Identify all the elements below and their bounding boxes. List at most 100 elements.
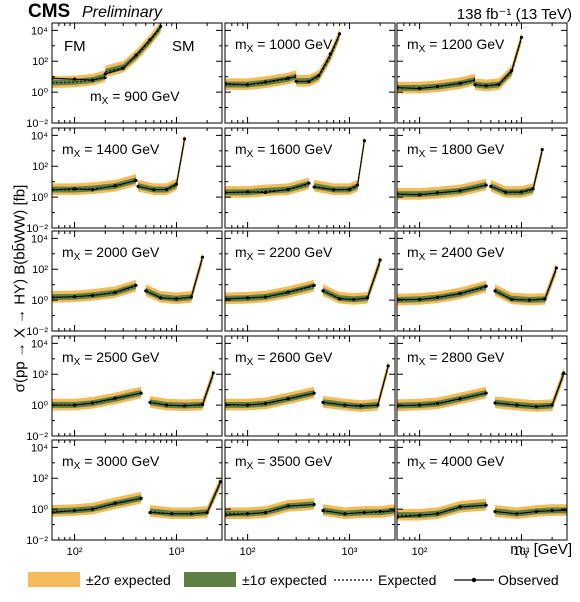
observed-point <box>458 505 462 509</box>
panel-frame <box>51 439 223 541</box>
observed-point <box>307 79 311 83</box>
y-tick-label: 10⁻² <box>26 223 48 235</box>
observed-point <box>263 295 268 299</box>
y-tick-label: 10² <box>32 161 48 173</box>
panel-frame <box>396 22 568 124</box>
band-2sigma-sm <box>495 262 557 306</box>
band-1sigma-sm <box>296 31 340 85</box>
observed-point <box>90 78 95 82</box>
observed-point <box>321 400 325 405</box>
cms-label: CMS <box>28 1 71 22</box>
band-1sigma-fm <box>52 283 136 301</box>
band-1sigma-fm <box>397 76 476 91</box>
y-tick-label: 10⁰ <box>31 295 48 307</box>
observed-point <box>527 298 532 302</box>
y-tick-label: 10⁴ <box>31 338 48 350</box>
observed-point <box>509 68 514 73</box>
band-2sigma-sm <box>490 144 543 198</box>
x-tick-label: 10³ <box>514 546 530 558</box>
observed-point <box>182 404 187 408</box>
observed-point <box>164 403 169 407</box>
x-tick-label: 10² <box>412 546 428 558</box>
observed-point <box>435 191 440 195</box>
observed-point <box>134 178 138 183</box>
y-tick-label: 10⁰ <box>31 504 48 516</box>
observed-point <box>550 509 554 513</box>
observed-point <box>519 35 524 40</box>
observed-point <box>312 391 316 395</box>
legend-one-sigma-swatch <box>184 572 236 587</box>
observed-point <box>152 188 156 192</box>
panel-label: mX = 1000 GeV <box>235 36 333 55</box>
panel-label: mX = 1600 GeV <box>235 141 333 160</box>
observed-point <box>343 403 347 407</box>
observed-point <box>148 400 152 405</box>
observed-point <box>484 284 488 288</box>
preliminary-label: Preliminary <box>82 4 163 21</box>
panel-frame <box>224 22 396 124</box>
observed-point <box>531 187 535 191</box>
x-axis-label: mY [GeV] <box>510 541 572 561</box>
observed-point <box>515 403 519 407</box>
observed-point <box>458 397 462 401</box>
observed-point <box>286 187 290 191</box>
panel-frame <box>51 127 223 229</box>
observed-point <box>113 396 117 400</box>
observed-point <box>263 190 268 195</box>
observed-point <box>286 397 290 401</box>
panel-10: 10⁻² 10⁰ 10² 10⁴ mX = 2500 GeV <box>26 335 223 443</box>
observed-point <box>312 185 316 189</box>
band-2sigma-sm <box>495 367 564 412</box>
observed-point <box>90 507 95 511</box>
band-2sigma-sm <box>145 252 203 305</box>
panel-5: mX = 1600 GeV <box>224 127 396 229</box>
panel-label: mX = 1800 GeV <box>407 141 505 160</box>
observed-point <box>417 86 422 91</box>
observed-point <box>72 77 77 81</box>
panel-4: 10⁻² 10⁰ 10² 10⁴ mX = 1400 GeV <box>26 127 223 235</box>
y-tick-label: 10² <box>32 56 48 68</box>
observed-point <box>121 66 125 70</box>
observed-point <box>343 512 347 516</box>
band-1sigma-sm <box>490 147 543 196</box>
observed-point <box>286 504 290 508</box>
band-1sigma-sm <box>323 507 395 517</box>
band-1sigma-sm <box>495 371 564 410</box>
panel-label: mX = 2400 GeV <box>407 244 505 263</box>
observed-point <box>245 296 250 300</box>
panel-14: 10² 10³ mX = 3500 GeV <box>224 439 396 558</box>
observed-point <box>90 293 95 298</box>
band-1sigma-fm <box>225 73 297 88</box>
panel-label: mX = 900 GeV <box>90 88 180 107</box>
observed-point <box>534 405 538 409</box>
observed-point <box>519 190 524 194</box>
observed-point <box>139 391 143 395</box>
panel-label: mX = 1200 GeV <box>407 36 505 55</box>
observed-point <box>211 371 215 375</box>
panel-label: mX = 2200 GeV <box>235 244 333 263</box>
legend-expected-line <box>334 579 374 581</box>
band-1sigma-sm <box>105 24 161 75</box>
panel-frame <box>396 230 568 332</box>
panel-11: mX = 2600 GeV <box>224 335 396 437</box>
observed-point <box>489 184 493 188</box>
legend-two-sigma-swatch <box>28 572 80 587</box>
panel-1: 10⁻² 10⁰ 10² 10⁴ mX = 900 GeV FM SM <box>26 22 223 130</box>
panel-12: mX = 2800 GeV <box>396 335 568 437</box>
panel-frame <box>224 127 396 229</box>
observed-point <box>362 510 366 515</box>
observed-point <box>263 80 268 84</box>
observed-point <box>362 139 366 143</box>
panel-label: mX = 4000 GeV <box>407 453 505 472</box>
observed-point <box>473 83 477 87</box>
panel-label: mX = 2600 GeV <box>235 349 333 368</box>
panel-label: mX = 3000 GeV <box>62 453 160 472</box>
observed-point <box>504 190 508 194</box>
observed-point <box>509 297 514 302</box>
y-tick-label: 10² <box>32 369 48 381</box>
observed-point <box>435 84 440 89</box>
y-tick-label: 10⁰ <box>31 400 48 412</box>
observed-line-fm <box>52 76 106 81</box>
x-tick-label: 10³ <box>169 546 185 558</box>
